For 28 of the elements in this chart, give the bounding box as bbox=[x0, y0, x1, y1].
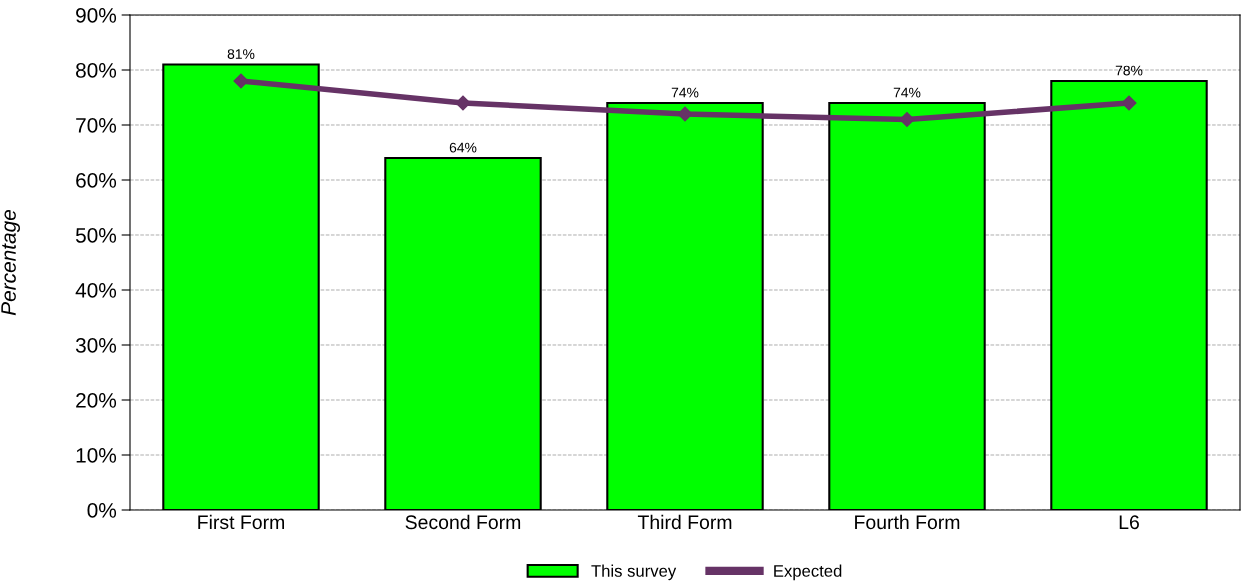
y-tick-label: 50% bbox=[75, 228, 117, 243]
x-tick-label: L6 bbox=[1119, 515, 1139, 530]
point bbox=[677, 106, 693, 122]
y-tick-label: 70% bbox=[76, 118, 117, 133]
x-tick-label: Fourth Form bbox=[855, 514, 960, 530]
data-label: 78% bbox=[1115, 65, 1143, 76]
data-label: 74% bbox=[671, 87, 699, 98]
x-tick-label: First Form bbox=[198, 514, 284, 530]
y-tick-label: 20% bbox=[76, 393, 117, 408]
legend-label: This survey bbox=[591, 564, 677, 581]
data-label: 64% bbox=[449, 142, 477, 153]
point bbox=[1121, 95, 1137, 111]
y-tick-label: 90% bbox=[76, 8, 117, 23]
y-tick-label: 0% bbox=[87, 503, 117, 518]
y-tick-label: 80% bbox=[76, 63, 117, 78]
x-tick-label: Second Form bbox=[405, 514, 521, 530]
y-tick-label: 60% bbox=[76, 173, 117, 188]
data-label: 74% bbox=[893, 87, 921, 98]
y-tick-label: 30% bbox=[75, 338, 117, 353]
x-tick-label: Third Form bbox=[637, 514, 732, 530]
y-axis-title: Percentage bbox=[1, 209, 20, 316]
data-label: 81% bbox=[227, 49, 255, 59]
legend-label: Expected bbox=[774, 564, 842, 581]
point bbox=[899, 111, 915, 128]
point bbox=[233, 73, 249, 89]
y-tick-label: 40% bbox=[75, 283, 117, 298]
point bbox=[455, 95, 471, 111]
y-tick-label: 10% bbox=[76, 448, 117, 463]
